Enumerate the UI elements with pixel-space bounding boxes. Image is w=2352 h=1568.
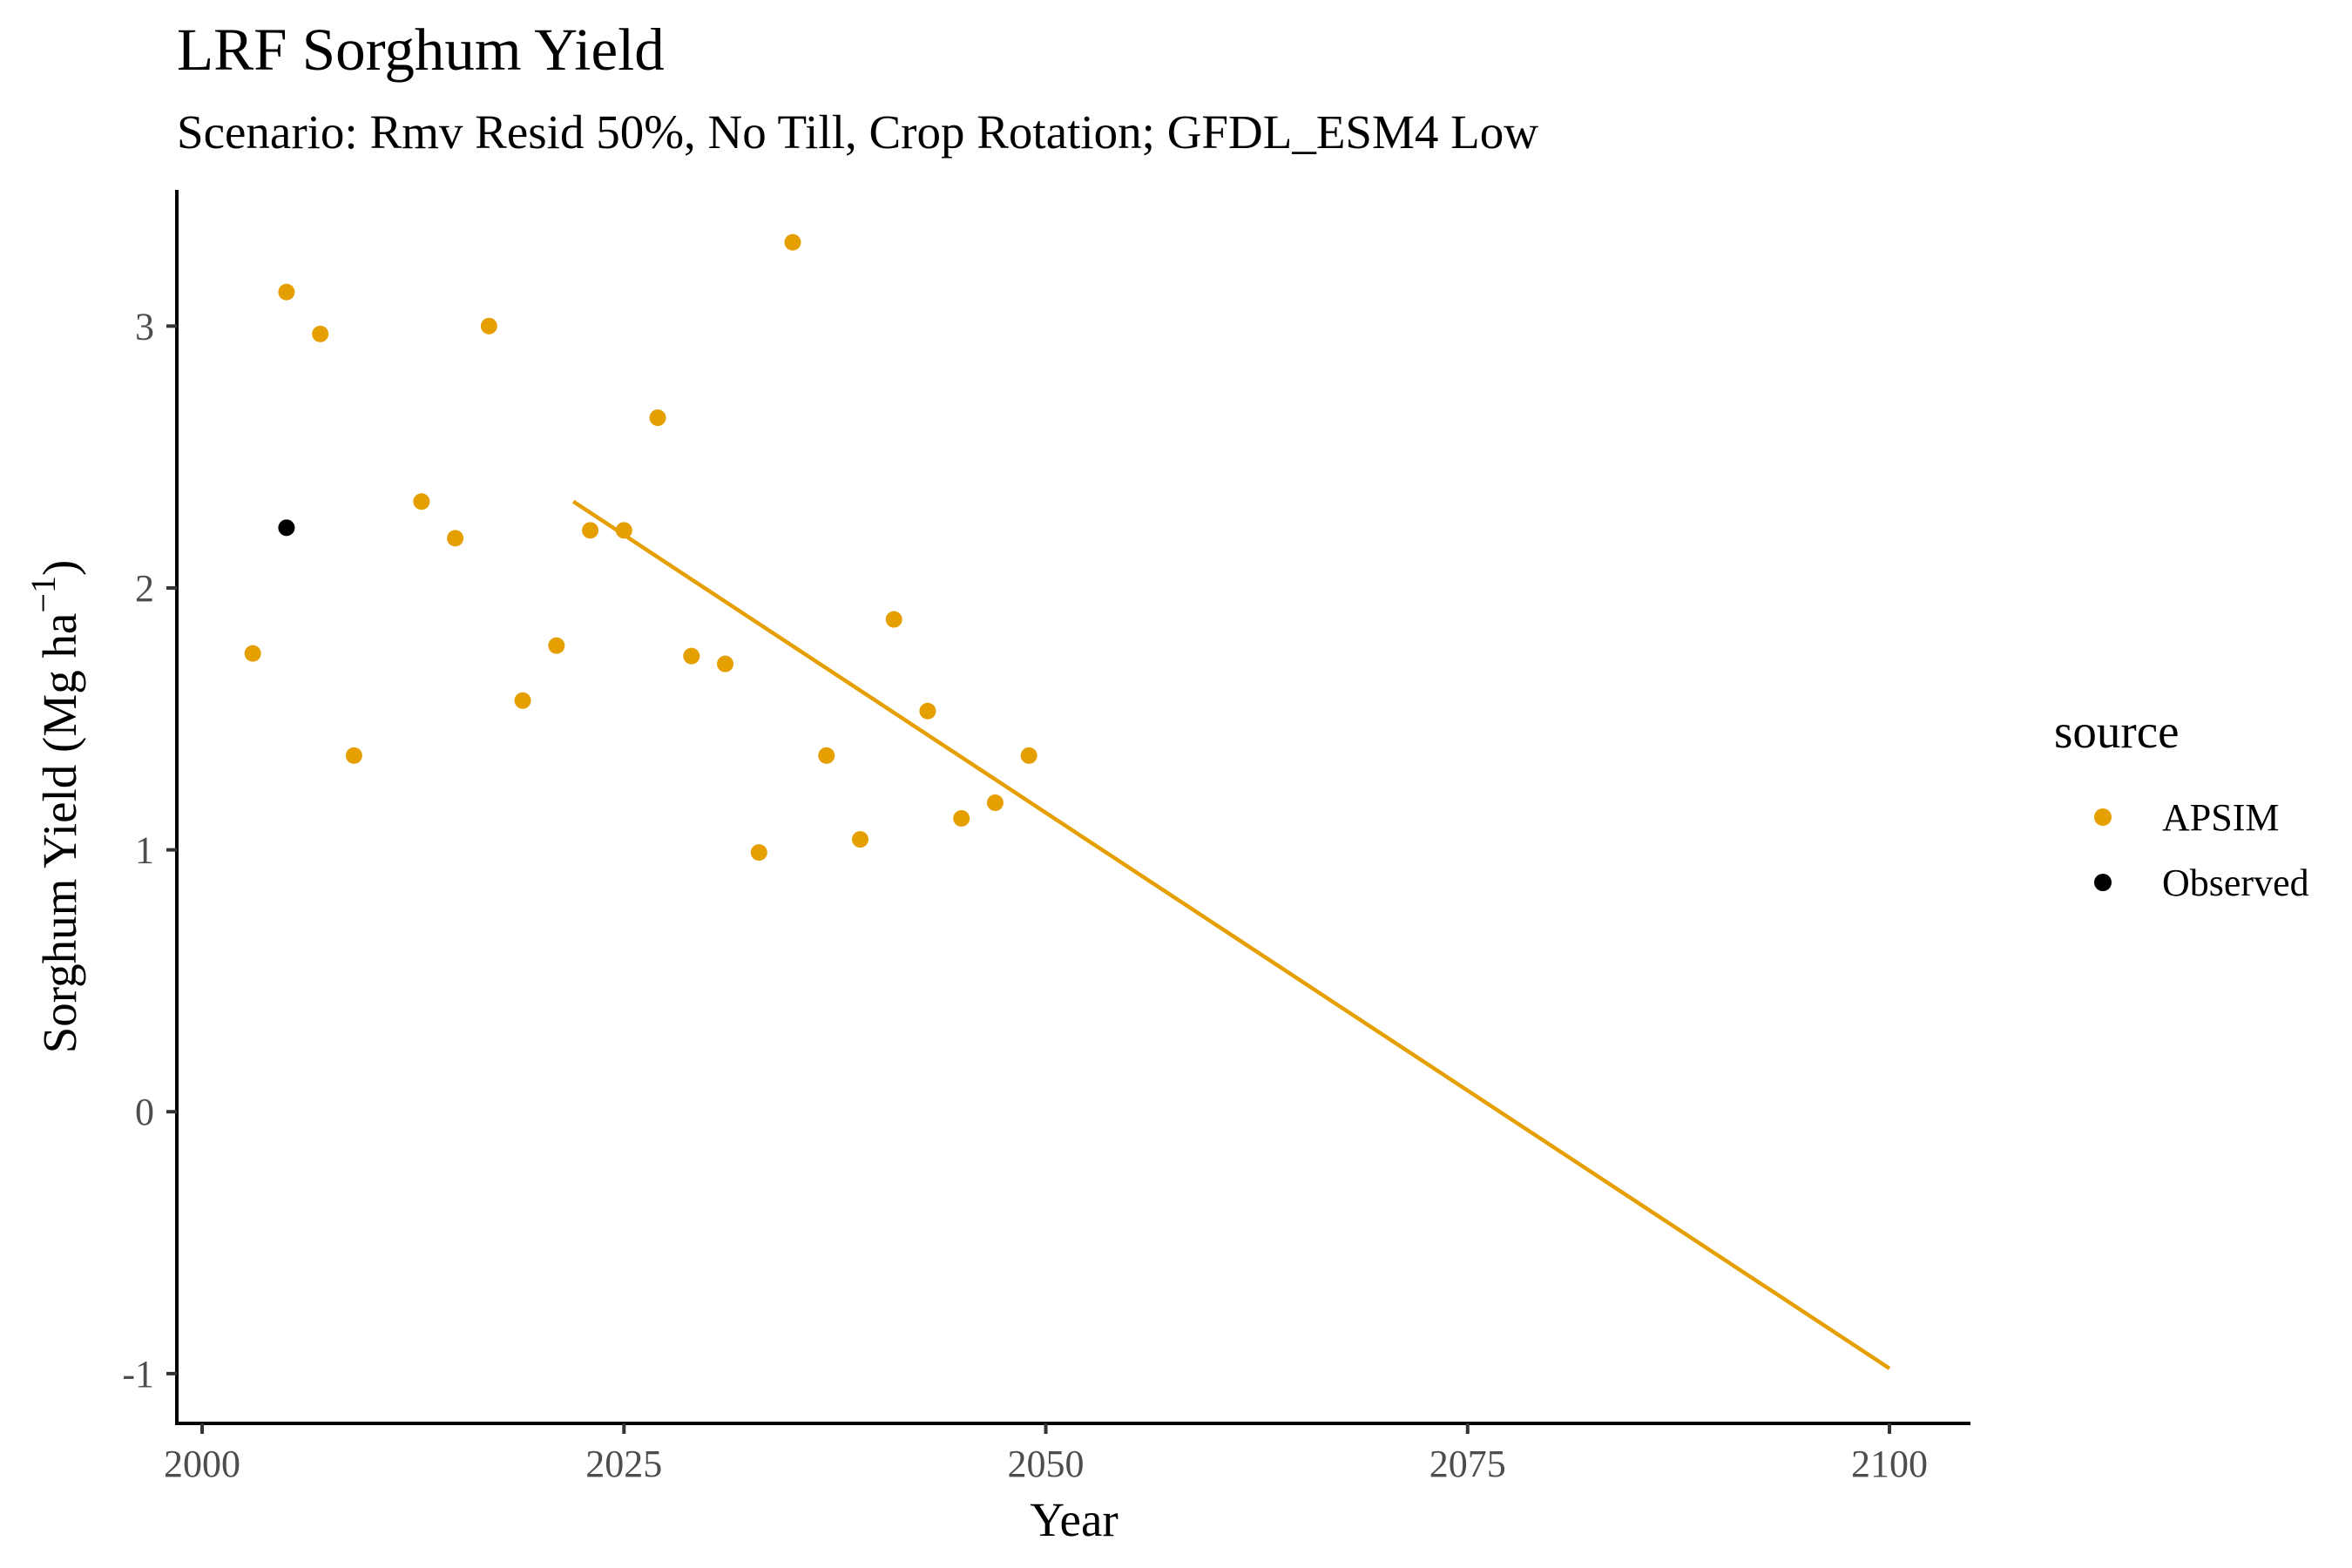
apsim-point — [413, 493, 430, 510]
x-tick-label: 2050 — [1008, 1443, 1085, 1485]
apsim-point — [447, 530, 464, 547]
legend-key-observed — [2094, 874, 2112, 891]
y-tick-label: 0 — [135, 1091, 154, 1133]
x-axis-ticks: 2000 2025 2050 2075 2100 — [164, 1423, 1928, 1485]
y-axis-title-main: Sorghum Yield (Mg ha — [33, 613, 86, 1054]
apsim-point — [885, 611, 902, 628]
apsim-point — [582, 522, 599, 539]
apsim-point — [953, 810, 970, 828]
apsim-point — [986, 794, 1004, 811]
apsim-point — [784, 233, 801, 251]
chart-subtitle: Scenario: Rmv Resid 50%, No Till, Crop R… — [177, 105, 1538, 159]
x-tick-label: 2075 — [1429, 1443, 1506, 1485]
apsim-point — [683, 647, 700, 665]
y-axis-title-close: ) — [33, 560, 86, 576]
apsim-point — [244, 645, 261, 662]
legend-item-observed: Observed — [2094, 862, 2309, 904]
apsim-point — [480, 317, 497, 335]
observed-point — [278, 519, 295, 537]
x-tick-label: 2000 — [164, 1443, 240, 1485]
legend: source APSIM Observed — [2054, 705, 2309, 904]
apsim-point — [717, 655, 734, 672]
y-axis-title-exponent: −1 — [24, 576, 63, 613]
apsim-point — [919, 702, 936, 720]
y-axis-title: Sorghum Yield (Mg ha−1) — [24, 560, 86, 1054]
apsim-point — [818, 747, 835, 764]
x-tick-label: 2025 — [585, 1443, 662, 1485]
y-tick-label: 2 — [135, 567, 154, 610]
apsim-point — [548, 637, 565, 654]
apsim-point — [649, 409, 666, 427]
apsim-point — [615, 522, 632, 539]
apsim-point — [514, 692, 531, 709]
y-axis-ticks: -1 0 1 2 3 — [122, 305, 177, 1396]
trend-line — [571, 499, 1891, 1370]
apsim-point — [750, 844, 767, 862]
legend-key-apsim — [2094, 808, 2112, 826]
legend-label-apsim: APSIM — [2162, 796, 2280, 839]
chart-title: LRF Sorghum Yield — [177, 17, 665, 83]
legend-title: source — [2054, 705, 2180, 758]
y-tick-label: 3 — [135, 305, 154, 348]
y-tick-label: 1 — [135, 829, 154, 872]
legend-label-observed: Observed — [2162, 862, 2309, 904]
apsim-point — [345, 747, 362, 764]
legend-item-apsim: APSIM — [2094, 796, 2280, 839]
x-axis-title: Year — [1030, 1493, 1118, 1546]
plot-area — [244, 233, 1891, 1370]
legend-items: APSIM Observed — [2094, 796, 2309, 904]
apsim-point — [312, 325, 329, 342]
apsim-point — [1020, 747, 1037, 764]
y-tick-label: -1 — [122, 1353, 154, 1396]
apsim-point — [278, 283, 295, 301]
apsim-point — [851, 831, 868, 848]
x-tick-label: 2100 — [1851, 1443, 1928, 1485]
